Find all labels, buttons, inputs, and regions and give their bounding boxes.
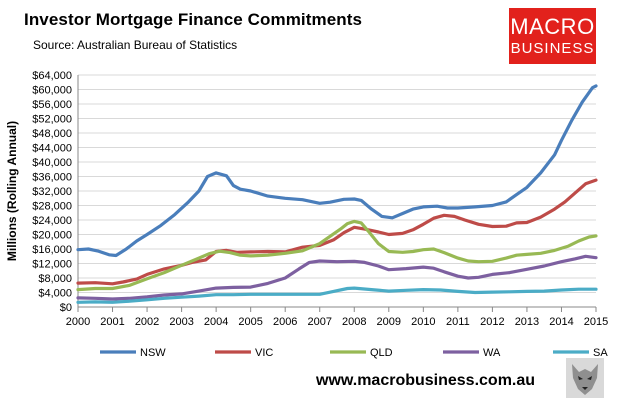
y-tick-label: $36,000 [32, 172, 72, 184]
logo-line-2: BUSINESS [510, 40, 595, 57]
legend: NSW VIC QLD WA SA [100, 347, 608, 359]
x-tick-label: 2003 [169, 316, 193, 328]
series-line-nsw [76, 84, 598, 258]
x-axis-ticks: 2000 2001 2002 2003 2004 2005 2006 2007 2008 2009… [66, 307, 608, 328]
series-line-wa [76, 254, 598, 301]
y-tick-label: $56,000 [32, 99, 72, 111]
y-tick-label: $60,000 [32, 85, 72, 97]
logo-line-1: MACRO [510, 14, 595, 39]
macrobusiness-logo: MACRO BUSINESS [509, 8, 596, 64]
x-tick-label: 2013 [515, 316, 539, 328]
x-tick-label: 2002 [135, 316, 159, 328]
y-tick-label: $44,000 [32, 143, 72, 155]
y-tick-label: $40,000 [32, 157, 72, 169]
x-tick-label: 2001 [100, 316, 124, 328]
legend-label-vic: VIC [255, 347, 273, 359]
wolf-mascot-icon [566, 358, 604, 398]
x-tick-label: 2006 [273, 316, 297, 328]
chart-title: Investor Mortgage Finance Commitments [24, 10, 363, 29]
x-tick-label: 2014 [549, 316, 573, 328]
y-tick-label: $32,000 [32, 186, 72, 198]
x-tick-label: 2011 [446, 316, 470, 328]
y-tick-label: $64,000 [32, 70, 72, 82]
chart-source: Source: Australian Bureau of Statistics [33, 38, 238, 52]
x-tick-label: 2008 [342, 316, 366, 328]
website-url[interactable]: www.macrobusiness.com.au [316, 372, 536, 389]
legend-label-wa: WA [483, 347, 501, 359]
x-tick-label: 2000 [66, 316, 90, 328]
axes [77, 75, 596, 308]
x-tick-label: 2009 [377, 316, 401, 328]
series-lines [76, 84, 598, 304]
y-tick-label: $0 [60, 302, 72, 314]
x-tick-label: 2004 [204, 316, 228, 328]
y-tick-label: $24,000 [32, 215, 72, 227]
legend-label-sa: SA [593, 347, 608, 359]
x-tick-label: 2015 [584, 316, 608, 328]
legend-label-qld: QLD [370, 347, 393, 359]
y-axis-ticks: $0 $4,000 $8,000 $12,000 $16,000 $20,000 $24,0… [32, 70, 72, 314]
y-tick-label: $20,000 [32, 230, 72, 242]
y-tick-label: $4,000 [38, 288, 72, 300]
x-tick-label: 2012 [480, 316, 504, 328]
series-line-qld [76, 219, 598, 292]
x-tick-label: 2010 [411, 316, 435, 328]
y-tick-label: $8,000 [38, 273, 72, 285]
y-tick-label: $48,000 [32, 128, 72, 140]
series-line-sa [76, 286, 598, 304]
legend-label-nsw: NSW [140, 347, 166, 359]
y-tick-label: $52,000 [32, 114, 72, 126]
y-axis-label: Millions (Rolling Annual) [5, 121, 19, 261]
x-tick-label: 2007 [307, 316, 331, 328]
y-tick-label: $28,000 [32, 201, 72, 213]
y-tick-label: $16,000 [32, 244, 72, 256]
x-tick-label: 2005 [238, 316, 262, 328]
y-tick-label: $12,000 [32, 259, 72, 271]
